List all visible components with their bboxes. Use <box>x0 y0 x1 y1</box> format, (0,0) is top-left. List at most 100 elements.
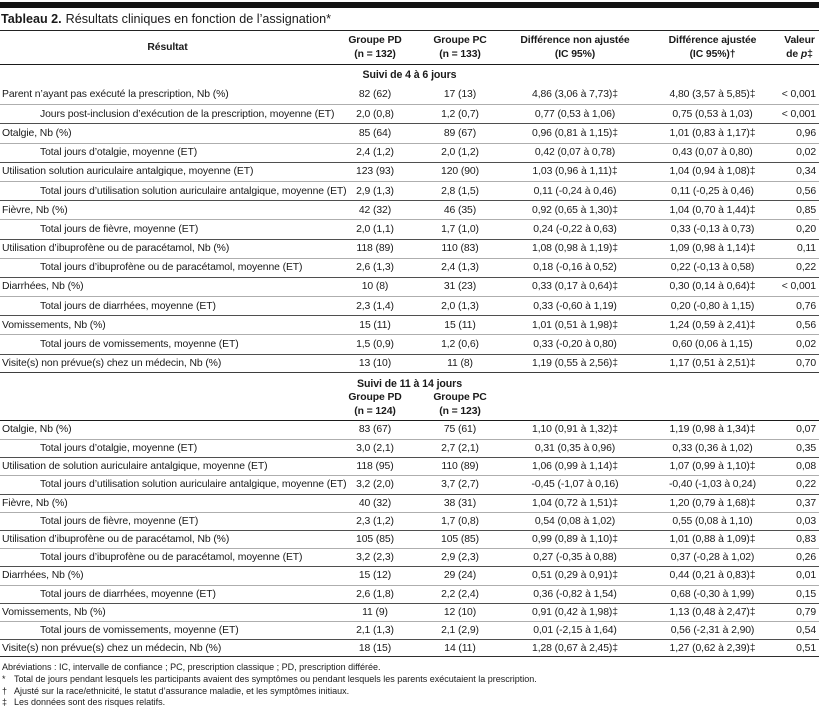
pd-value: 85 (64) <box>335 123 415 142</box>
p-value: 0,03 <box>780 511 819 530</box>
pd-value: 13 (10) <box>335 353 415 373</box>
pc-value: 1,7 (1,0) <box>415 219 505 238</box>
table-row: Total jours d’utilisation solution auric… <box>0 475 819 493</box>
pc-value: 1,2 (0,7) <box>415 104 505 123</box>
result-label: Fièvre, Nb (%) <box>0 200 335 219</box>
pc-value: 105 (85) <box>415 529 505 548</box>
pd-value: 40 (32) <box>335 493 415 512</box>
result-label: Otalgie, Nb (%) <box>2 424 72 436</box>
result-label: Total jours d’ibuprofène ou de paracétam… <box>0 548 335 566</box>
p-value: 0,79 <box>780 602 819 621</box>
pc-value: 2,0 (1,3) <box>415 296 505 315</box>
result-label: Fièvre, Nb (%) <box>0 493 335 512</box>
pd-value: 42 (32) <box>335 200 415 219</box>
pd-value: 15 (11) <box>335 315 415 334</box>
p-value: 0,56 <box>780 180 819 200</box>
footnote-text: Abréviations : IC, intervalle de confian… <box>2 662 381 673</box>
result-label: Jours post-inclusion d’exécution de la p… <box>0 104 335 123</box>
result-label: Total jours de vomissements, moyenne (ET… <box>0 334 335 353</box>
result-label: Total jours d’utilisation solution auric… <box>0 180 347 200</box>
unadjusted-difference-value: 1,06 (0,99 à 1,14)‡ <box>505 457 645 475</box>
p-value: 0,54 <box>780 620 819 639</box>
unadjusted-difference-value: 1,28 (0,67 à 2,45)‡ <box>505 639 645 658</box>
pd-value: 3,2 (2,3) <box>335 548 415 566</box>
table-row: Utilisation d’ibuprofène ou de paracétam… <box>0 529 819 548</box>
result-label: Total jours de fièvre, moyenne (ET) <box>0 219 335 238</box>
pd-value: 105 (85) <box>335 529 415 548</box>
table-row: Fièvre, Nb (%) 40 (32) 38 (31) 1,04 (0,72 à… <box>0 493 819 512</box>
table-row: Utilisation d’ibuprofène ou de paracétam… <box>0 238 819 258</box>
adjusted-difference-value: 0,55 (0,08 à 1,10) <box>645 511 780 530</box>
pd-value: 2,6 (1,8) <box>335 584 415 603</box>
adjusted-difference-value: 0,33 (-0,13 à 0,73) <box>645 219 780 238</box>
result-label: Total jours de fièvre, moyenne (ET) <box>0 511 335 530</box>
col-header-line: Différence non ajustée <box>520 34 630 46</box>
adjusted-difference-value: 1,09 (0,98 à 1,14)‡ <box>645 238 780 258</box>
col-header-group-pc: Groupe PC (n = 133) <box>415 31 505 65</box>
table-row: Parent n’ayant pas exécuté la prescripti… <box>0 85 819 104</box>
p-value: 0,83 <box>780 529 819 548</box>
unadjusted-difference-value: 0,01 (-2,15 à 1,64) <box>505 620 645 639</box>
p-value: 0,96 <box>780 123 819 142</box>
top-rule <box>0 2 819 8</box>
pc-value: 1,7 (0,8) <box>415 511 505 530</box>
p-value: < 0,001 <box>780 276 819 296</box>
subheader-spacer <box>0 390 335 421</box>
pc-value: 75 (61) <box>443 424 477 436</box>
pd-value: 83 (67) <box>358 424 392 436</box>
adjusted-difference-value: 1,19 (0,98 à 1,34)‡ <box>669 424 756 436</box>
pc-value: 14 (11) <box>415 639 505 658</box>
unadjusted-difference-value: 0,27 (-0,35 à 0,88) <box>505 548 645 566</box>
pd-value: 18 (15) <box>335 639 415 658</box>
subheader-group-pd: Groupe PD (n = 124) <box>335 390 415 421</box>
table-row: Total jours de fièvre, moyenne (ET) 2,0 (… <box>0 219 819 238</box>
result-label: Utilisation de solution auriculaire anta… <box>0 457 335 475</box>
unadjusted-difference-value: 0,31 (0,35 à 0,96) <box>505 439 645 457</box>
table-row: Total jours de vomissements, moyenne (ET… <box>0 620 819 639</box>
table-title: Tableau 2. Résultats cliniques en fonctio… <box>0 8 819 30</box>
p-value: 0,56 <box>780 315 819 334</box>
adjusted-difference-value: 1,24 (0,59 à 2,41)‡ <box>645 315 780 334</box>
table-row: Utilisation de solution auriculaire anta… <box>0 457 819 475</box>
pd-value: 15 (12) <box>335 566 415 584</box>
adjusted-difference-value: 1,04 (0,70 à 1,44)‡ <box>645 200 780 219</box>
footnote: † Ajusté sur la race/ethnicité, le statut… <box>2 686 819 698</box>
p-value: 0,51 <box>780 639 819 658</box>
pc-value: 2,7 (2,1) <box>415 439 505 457</box>
unadjusted-difference-value: 0,11 (-0,24 à 0,46) <box>505 180 645 200</box>
unadjusted-difference-value: 0,24 (-0,22 à 0,63) <box>505 219 645 238</box>
table-row: Total jours d’otalgie, moyenne (ET) 3,0 (… <box>0 439 819 457</box>
result-label: Parent n’ayant pas exécuté la prescripti… <box>2 89 229 101</box>
pc-value: 3,7 (2,7) <box>415 475 505 493</box>
result-label: Diarrhées, Nb (%) <box>0 276 335 296</box>
title-rule <box>0 30 819 31</box>
unadjusted-difference-value: 0,99 (0,89 à 1,10)‡ <box>505 529 645 548</box>
table-row: Vomissements, Nb (%) 11 (9) 12 (10) 0,91 (0… <box>0 602 819 621</box>
table-row: Total jours de diarrhées, moyenne (ET) 2,… <box>0 584 819 603</box>
unadjusted-difference-value: 0,92 (0,65 à 1,30)‡ <box>505 200 645 219</box>
unadjusted-difference-value: 0,42 (0,07 à 0,78) <box>505 142 645 162</box>
p-value: 0,15 <box>780 584 819 603</box>
table-row: Total jours d’ibuprofène ou de paracétam… <box>0 257 819 277</box>
table-row: Total jours d’utilisation solution auric… <box>0 180 819 200</box>
pc-value: 2,0 (1,2) <box>415 142 505 162</box>
pd-value: 10 (8) <box>335 276 415 296</box>
pd-value: 3,0 (2,1) <box>335 439 415 457</box>
pc-value: 17 (13) <box>443 89 477 101</box>
pd-value: 2,0 (0,8) <box>335 104 415 123</box>
p-value: 0,02 <box>780 334 819 353</box>
p-value: 0,22 <box>780 257 819 277</box>
col-header-line: (IC 95%)† <box>689 48 736 60</box>
pd-value: 82 (62) <box>358 89 392 101</box>
col-header-unadjusted-difference: Différence non ajustée (IC 95%) <box>505 31 645 65</box>
group-subheader-row: Groupe PD (n = 124) Groupe PC (n = 123) <box>0 390 819 421</box>
p-value: 0,22 <box>780 475 819 493</box>
unadjusted-difference-value: 1,03 (0,96 à 1,11)‡ <box>505 161 645 181</box>
col-header-line: Différence ajustée <box>668 34 757 46</box>
p-value: 0,35 <box>780 439 819 457</box>
pc-value: 31 (23) <box>415 276 505 296</box>
pc-value: 2,1 (2,9) <box>415 620 505 639</box>
table-row: Utilisation solution auriculaire antalgi… <box>0 161 819 181</box>
adjusted-difference-value: 0,43 (0,07 à 0,80) <box>645 142 780 162</box>
unadjusted-difference-value: 1,08 (0,98 à 1,19)‡ <box>505 238 645 258</box>
